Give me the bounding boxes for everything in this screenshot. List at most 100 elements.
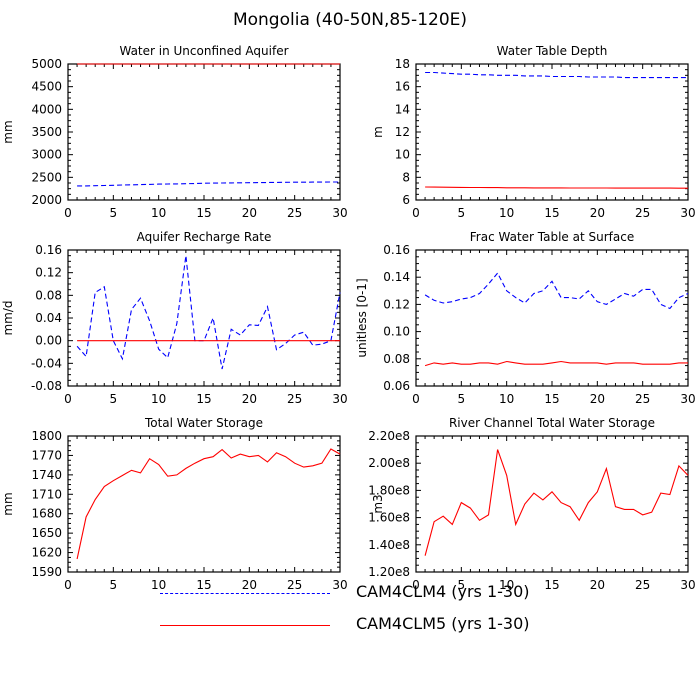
x-tick-label: 15 xyxy=(196,392,211,406)
x-tick-label: 5 xyxy=(458,206,466,220)
x-tick-label: 20 xyxy=(590,392,605,406)
plot-frame xyxy=(67,435,341,573)
x-tick-label: 10 xyxy=(499,392,514,406)
panel-title: Water in Unconfined Aquifer xyxy=(119,44,288,58)
plot-frame xyxy=(415,63,689,201)
x-tick-label: 0 xyxy=(64,206,72,220)
series-line-cam4clm5 xyxy=(76,448,341,560)
x-tick-label: 25 xyxy=(287,206,302,220)
figure-title: Mongolia (40-50N,85-120E) xyxy=(232,10,468,30)
panel-title: Total Water Storage xyxy=(144,416,263,430)
legend-label: CAM4CLM4 (yrs 1-30) xyxy=(356,582,530,601)
y-tick-label: 1710 xyxy=(31,487,62,501)
y-tick-label: 2500 xyxy=(31,170,62,184)
x-tick-label: 15 xyxy=(544,578,559,592)
y-tick-label: 1.80e8 xyxy=(368,483,410,497)
y-tick-label: -0.04 xyxy=(31,356,62,370)
series-line-cam4clm5 xyxy=(424,360,688,367)
series-line-cam4clm4 xyxy=(76,255,341,370)
x-tick-label: 20 xyxy=(590,578,605,592)
y-tick-label: 3500 xyxy=(31,125,62,139)
y-tick-label: 1.60e8 xyxy=(368,511,410,525)
panel-title: Aquifer Recharge Rate xyxy=(137,230,272,244)
y-tick-label: 0.12 xyxy=(383,297,410,311)
x-tick-label: 25 xyxy=(635,206,650,220)
x-tick-label: 15 xyxy=(196,578,211,592)
x-tick-label: 5 xyxy=(458,578,466,592)
y-axis-label: mm xyxy=(1,120,15,143)
x-tick-label: 30 xyxy=(680,206,695,220)
y-tick-label: 16 xyxy=(395,80,410,94)
x-tick-label: 0 xyxy=(64,392,72,406)
y-axis-label: unitless [0-1] xyxy=(355,278,369,357)
plot-frame xyxy=(67,249,341,387)
y-tick-label: 1680 xyxy=(31,507,62,521)
x-tick-label: 25 xyxy=(287,578,302,592)
x-tick-label: 30 xyxy=(332,206,347,220)
y-tick-label: 0.06 xyxy=(383,379,410,393)
plot-frame xyxy=(415,249,689,387)
x-tick-label: 15 xyxy=(544,392,559,406)
y-tick-label: 2.20e8 xyxy=(368,429,410,443)
legend-swatch-dashed xyxy=(160,593,330,594)
x-tick-label: 25 xyxy=(287,392,302,406)
y-tick-label: 1590 xyxy=(31,565,62,579)
x-tick-label: 0 xyxy=(412,578,420,592)
y-tick-label: 5000 xyxy=(31,57,62,71)
y-axis-label: mm/d xyxy=(1,300,15,335)
x-tick-label: 5 xyxy=(458,392,466,406)
y-tick-label: 3000 xyxy=(31,148,62,162)
legend-item-cam4clm4: CAM4CLM4 (yrs 1-30) xyxy=(160,582,580,606)
series-line-cam4clm5 xyxy=(424,449,689,556)
x-tick-label: 10 xyxy=(499,578,514,592)
x-tick-label: 10 xyxy=(151,206,166,220)
y-tick-label: 1800 xyxy=(31,429,62,443)
legend-item-cam4clm5: CAM4CLM5 (yrs 1-30) xyxy=(160,614,580,638)
x-tick-label: 30 xyxy=(332,392,347,406)
x-tick-label: 10 xyxy=(151,578,166,592)
y-axis-label: m3 xyxy=(371,494,385,513)
y-tick-label: 1620 xyxy=(31,546,62,560)
series-line-cam4clm5 xyxy=(425,186,688,189)
x-tick-label: 10 xyxy=(151,392,166,406)
y-axis-label: mm xyxy=(1,492,15,515)
y-tick-label: 12 xyxy=(395,125,410,139)
x-tick-label: 30 xyxy=(680,392,695,406)
y-tick-label: 0.16 xyxy=(383,243,410,257)
x-tick-label: 0 xyxy=(412,206,420,220)
panel-title: Water Table Depth xyxy=(497,44,608,58)
plot-frame xyxy=(415,435,689,573)
x-tick-label: 30 xyxy=(680,578,695,592)
x-tick-label: 20 xyxy=(242,206,257,220)
series-line-cam4clm4 xyxy=(425,71,688,79)
y-tick-label: 1.40e8 xyxy=(368,538,410,552)
x-tick-label: 20 xyxy=(242,392,257,406)
y-tick-label: 1770 xyxy=(31,448,62,462)
y-tick-label: 4500 xyxy=(31,80,62,94)
x-tick-label: 25 xyxy=(635,392,650,406)
x-tick-label: 10 xyxy=(499,206,514,220)
y-tick-label: 0.08 xyxy=(383,352,410,366)
y-tick-label: 18 xyxy=(395,57,410,71)
x-tick-label: 15 xyxy=(544,206,559,220)
x-tick-label: 20 xyxy=(590,206,605,220)
x-tick-label: 25 xyxy=(635,578,650,592)
y-tick-label: 0.08 xyxy=(35,288,62,302)
y-tick-label: 1.20e8 xyxy=(368,565,410,579)
x-tick-label: 5 xyxy=(110,206,118,220)
y-tick-label: 2.00e8 xyxy=(368,456,410,470)
y-tick-label: 0.04 xyxy=(35,311,62,325)
x-tick-label: 15 xyxy=(196,206,211,220)
legend-swatch-solid xyxy=(160,625,330,626)
panel-title: Frac Water Table at Surface xyxy=(470,230,634,244)
series-line-cam4clm4 xyxy=(424,272,689,310)
y-tick-label: 0.00 xyxy=(35,334,62,348)
y-tick-label: 1650 xyxy=(31,526,62,540)
y-tick-label: 6 xyxy=(402,193,410,207)
series-line-cam4clm4 xyxy=(77,181,340,187)
y-tick-label: 0.10 xyxy=(383,325,410,339)
y-tick-label: 10 xyxy=(395,148,410,162)
panel-title: River Channel Total Water Storage xyxy=(449,416,655,430)
y-tick-label: 1740 xyxy=(31,468,62,482)
